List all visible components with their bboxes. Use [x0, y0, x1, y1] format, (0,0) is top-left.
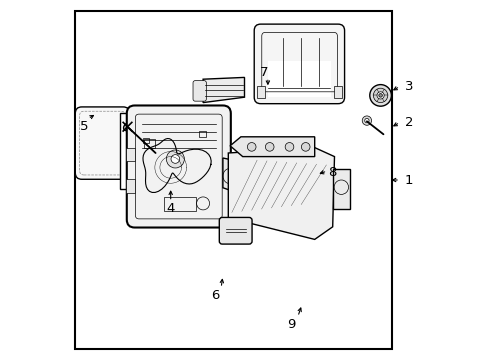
Circle shape	[157, 154, 184, 181]
Text: 7: 7	[260, 66, 268, 78]
Bar	[332, 169, 349, 209]
Circle shape	[247, 143, 256, 151]
Circle shape	[369, 85, 390, 106]
FancyBboxPatch shape	[219, 217, 251, 244]
Polygon shape	[230, 137, 314, 157]
Circle shape	[376, 92, 384, 99]
Text: 3: 3	[404, 80, 412, 93]
Polygon shape	[203, 77, 244, 103]
Bar	[199, 131, 205, 137]
Ellipse shape	[123, 123, 131, 131]
Text: 8: 8	[328, 166, 336, 179]
Bar	[267, 61, 330, 97]
Text: 2: 2	[404, 116, 412, 129]
Circle shape	[163, 159, 178, 175]
Circle shape	[171, 155, 179, 163]
Text: 4: 4	[166, 202, 175, 215]
Polygon shape	[223, 158, 238, 193]
Circle shape	[364, 118, 368, 123]
Bar	[334, 86, 342, 98]
FancyBboxPatch shape	[254, 24, 344, 104]
Bar	[143, 139, 155, 148]
Circle shape	[373, 88, 387, 103]
Bar	[125, 179, 135, 193]
Bar	[257, 86, 264, 98]
Polygon shape	[228, 148, 334, 239]
FancyBboxPatch shape	[193, 81, 206, 101]
Bar	[163, 197, 196, 211]
Text: 1: 1	[404, 174, 412, 186]
Bar	[75, 11, 391, 349]
Bar	[120, 113, 197, 189]
Circle shape	[167, 164, 174, 171]
FancyBboxPatch shape	[75, 107, 129, 179]
Text: 5: 5	[80, 120, 88, 132]
Circle shape	[378, 94, 382, 97]
Circle shape	[265, 143, 273, 151]
Text: 9: 9	[286, 318, 295, 330]
Text: 6: 6	[211, 289, 220, 302]
Circle shape	[285, 143, 293, 151]
Circle shape	[152, 149, 189, 186]
Circle shape	[166, 150, 184, 168]
FancyBboxPatch shape	[126, 105, 230, 228]
Bar	[142, 138, 149, 143]
Circle shape	[301, 143, 309, 151]
Bar	[125, 148, 135, 161]
Circle shape	[362, 116, 371, 125]
